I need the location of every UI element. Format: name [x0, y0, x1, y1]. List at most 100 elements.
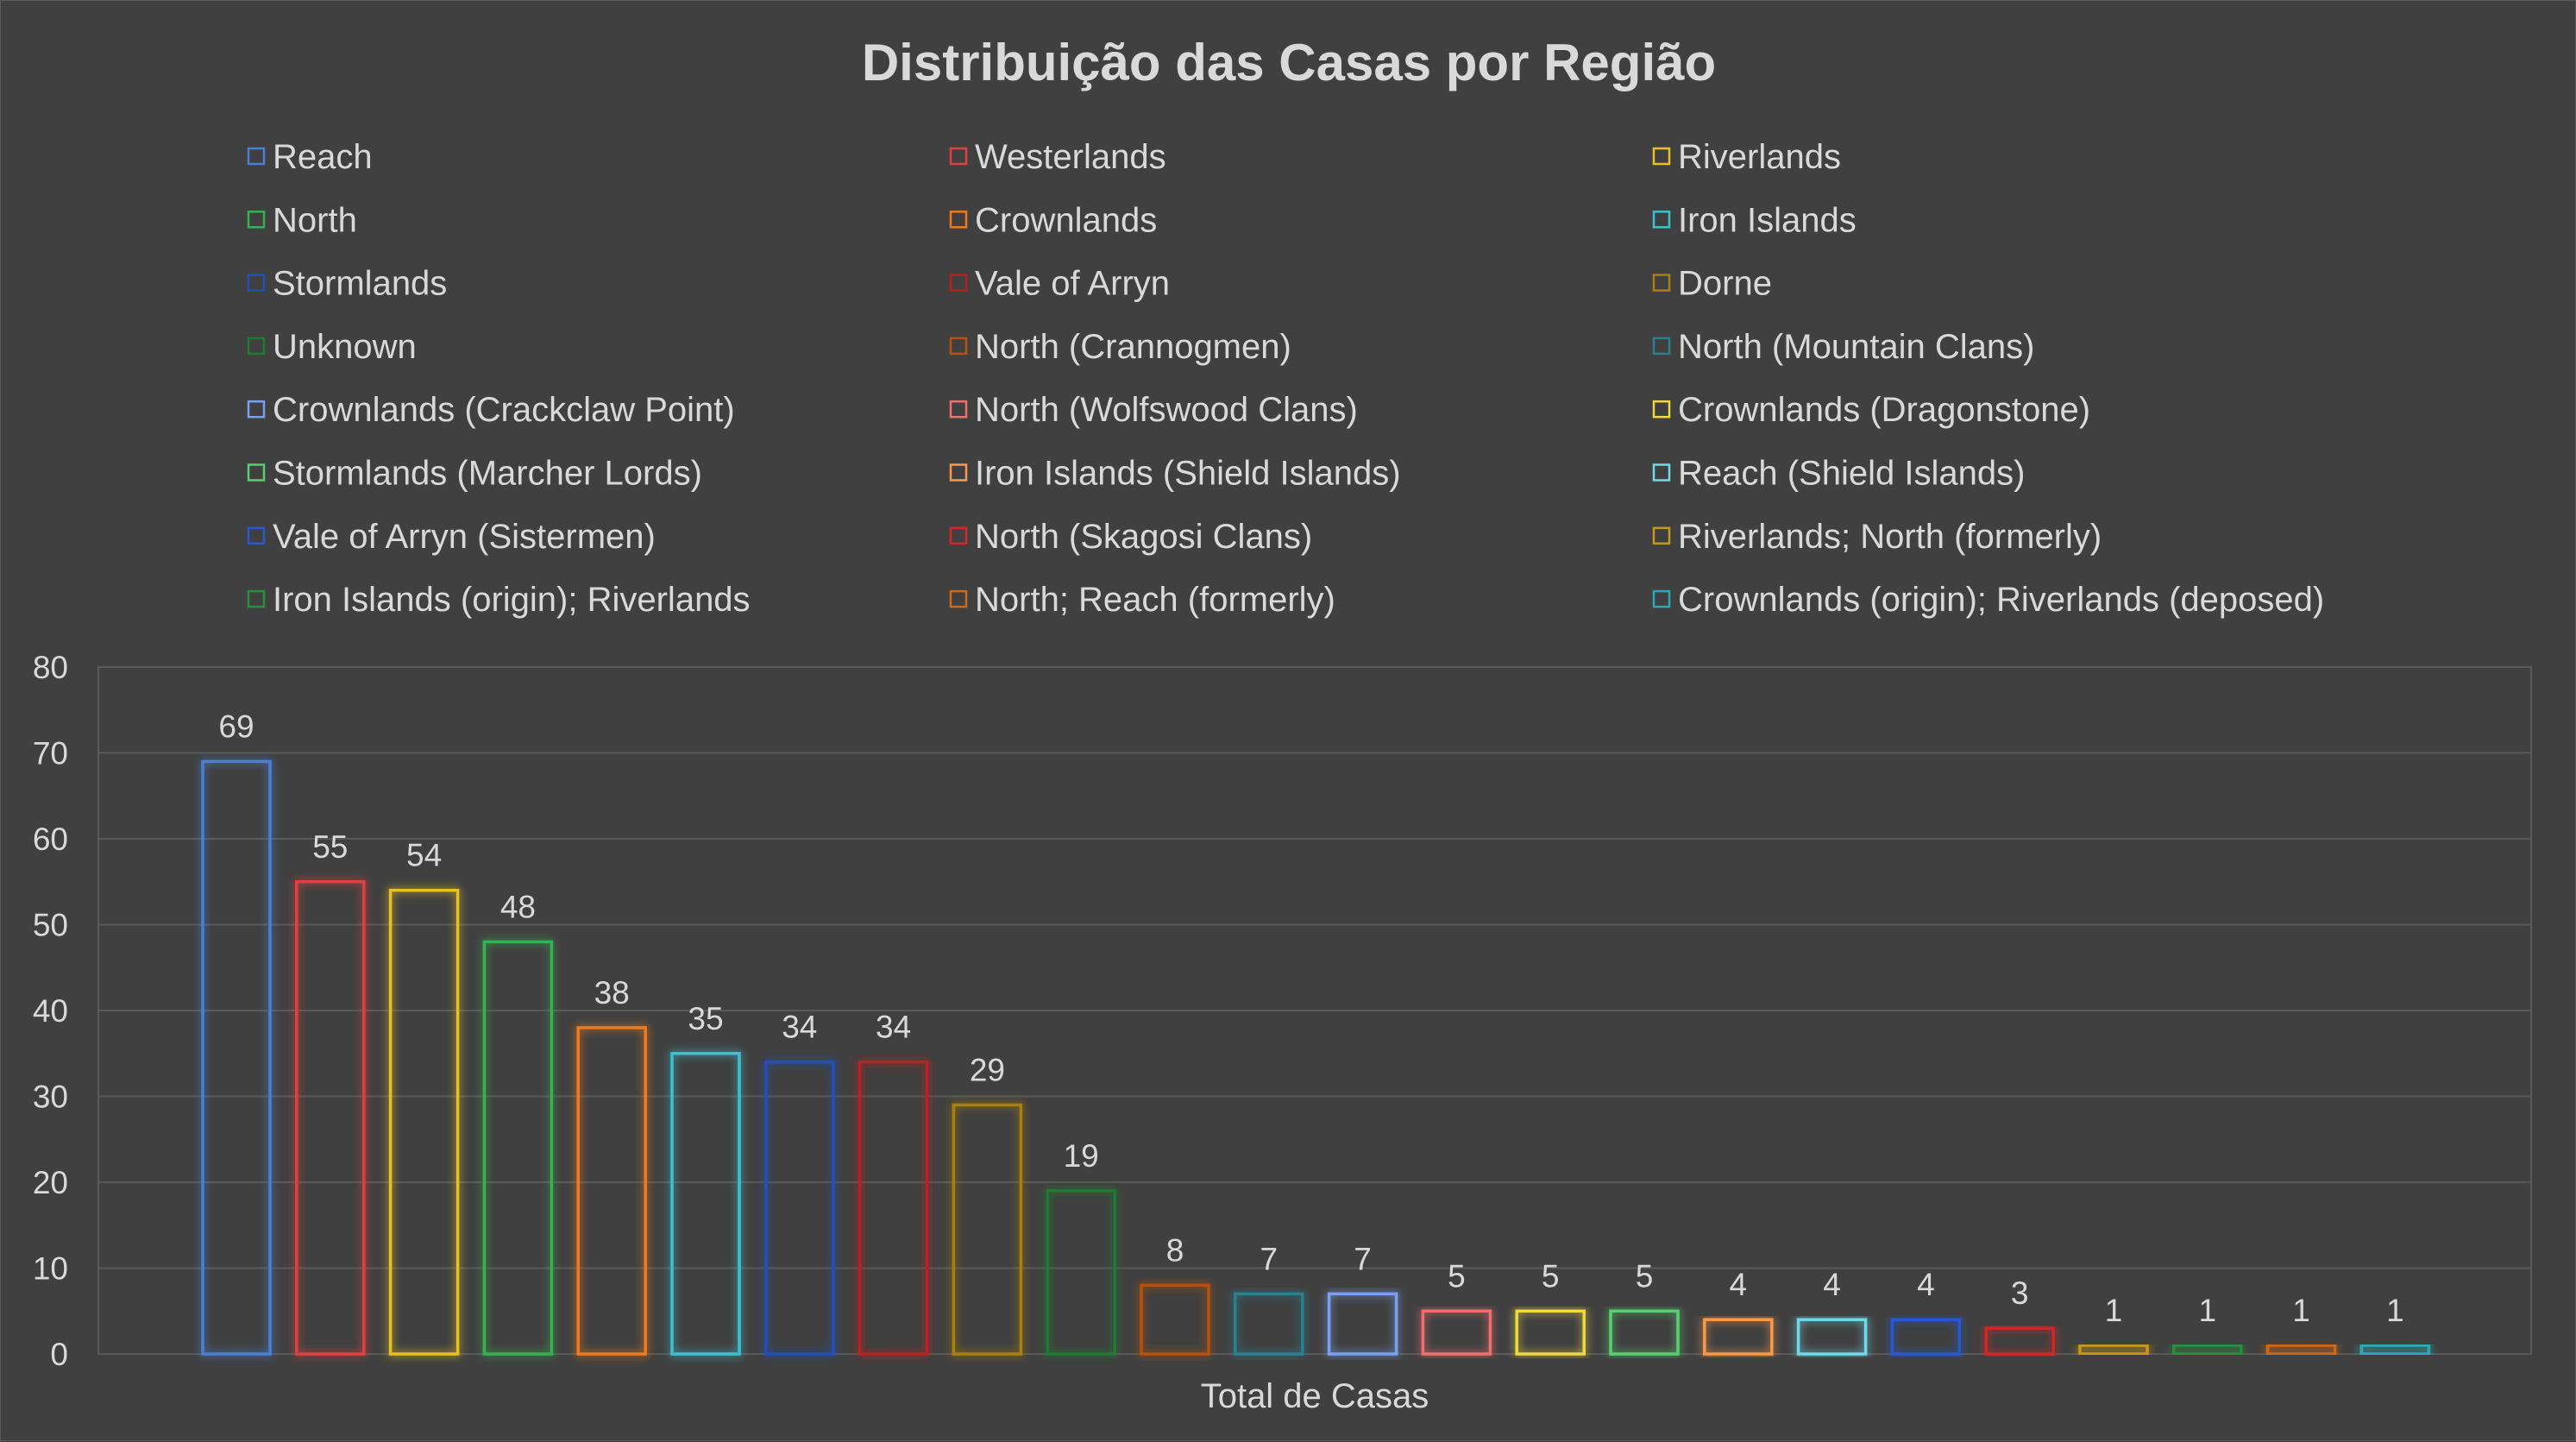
data-label: 1	[2199, 1293, 2217, 1328]
legend: Reach Westerlands Riverlands North Crownland…	[247, 138, 2324, 619]
legend-entry: North (Skagosi Clans)	[975, 518, 1312, 556]
legend-swatch	[1652, 526, 1671, 545]
legend-entry: Crownlands (Crackclaw Point)	[273, 391, 735, 429]
data-label: 3	[2011, 1275, 2029, 1311]
bar	[388, 888, 460, 1356]
bar	[2359, 1344, 2431, 1356]
legend-entry: Crownlands	[975, 201, 1157, 239]
legend-entry: Iron Islands (Shield Islands)	[975, 455, 1401, 493]
bar	[1984, 1326, 2055, 1356]
legend-swatch	[949, 211, 968, 229]
data-label: 34	[876, 1010, 911, 1045]
legend-swatch	[247, 400, 266, 419]
bars	[201, 759, 2431, 1356]
legend-swatch	[1652, 211, 1671, 229]
data-label: 48	[500, 889, 536, 924]
legend-swatch	[1652, 274, 1671, 292]
legend-swatch	[1652, 589, 1671, 608]
data-label: 4	[1823, 1267, 1841, 1302]
bar	[1046, 1189, 1116, 1356]
legend-entry: North	[273, 201, 357, 239]
data-label: 69	[218, 708, 254, 744]
data-label: 4	[1730, 1267, 1748, 1302]
legend-entry: Westerlands	[975, 138, 1166, 176]
legend-swatch	[949, 400, 968, 419]
data-label: 38	[594, 975, 630, 1011]
legend-entry: Reach	[273, 138, 373, 176]
legend-swatch	[1652, 147, 1671, 166]
legend-entry: Dorne	[1678, 265, 1772, 303]
data-label: 8	[1166, 1232, 1184, 1268]
legend-swatch	[247, 337, 266, 356]
data-label: 7	[1260, 1241, 1279, 1276]
y-tick-label: 40	[33, 993, 68, 1029]
bar	[1140, 1283, 1210, 1356]
data-label: 4	[1917, 1267, 1935, 1302]
legend-swatch	[247, 211, 266, 229]
y-tick-label: 20	[33, 1165, 68, 1200]
legend-swatch	[949, 589, 968, 608]
bar	[1890, 1318, 1962, 1356]
y-tick-label: 10	[33, 1251, 68, 1287]
data-label: 54	[406, 838, 442, 873]
data-label: 29	[970, 1052, 1005, 1087]
legend-swatch	[1652, 400, 1671, 419]
y-tick-label: 30	[33, 1080, 68, 1115]
data-label: 55	[312, 829, 348, 865]
bar	[2172, 1344, 2243, 1356]
y-tick-label: 70	[33, 736, 68, 771]
legend-entry: North (Wolfswood Clans)	[975, 391, 1358, 429]
legend-entry: Crownlands (origin); Riverlands (deposed…	[1678, 581, 2324, 619]
data-label: 19	[1064, 1138, 1099, 1174]
y-tick-label: 80	[33, 650, 68, 685]
bar	[295, 880, 366, 1356]
y-tick-label: 50	[33, 908, 68, 943]
data-label: 1	[2386, 1293, 2404, 1328]
legend-swatch	[1652, 463, 1671, 482]
bar	[1609, 1309, 1680, 1356]
legend-entry: Riverlands; North (formerly)	[1678, 518, 2102, 556]
data-label: 35	[688, 1001, 723, 1036]
legend-entry: North (Mountain Clans)	[1678, 328, 2035, 366]
legend-swatch	[1652, 337, 1671, 356]
legend-entry: North; Reach (formerly)	[975, 581, 1335, 619]
bar	[2265, 1344, 2337, 1356]
legend-swatch	[247, 274, 266, 292]
legend-entry: Iron Islands (origin); Riverlands	[273, 581, 751, 619]
legend-swatch	[949, 463, 968, 482]
legend-swatch	[949, 337, 968, 356]
legend-swatch	[949, 147, 968, 166]
legend-entry: Unknown	[273, 328, 417, 366]
data-label: 1	[2292, 1293, 2310, 1328]
bar	[201, 759, 272, 1356]
legend-swatch	[247, 147, 266, 166]
bar	[952, 1103, 1023, 1356]
legend-entry: Crownlands (Dragonstone)	[1678, 391, 2090, 429]
data-label: 5	[1636, 1258, 1654, 1294]
legend-swatch	[247, 463, 266, 482]
chart-title: Distribuição das Casas por Região	[862, 34, 1716, 91]
bar	[1421, 1309, 1492, 1356]
bar	[2078, 1344, 2149, 1356]
y-axis-ticks: 0 10 20 30 40 50 60 70 80	[33, 650, 68, 1372]
legend-entry: Vale of Arryn (Sistermen)	[273, 518, 656, 556]
data-label: 34	[782, 1010, 817, 1045]
data-label: 5	[1448, 1258, 1466, 1294]
bar	[670, 1052, 741, 1356]
legend-swatch	[949, 526, 968, 545]
bar	[482, 940, 554, 1356]
data-label: 5	[1542, 1258, 1560, 1294]
legend-swatch	[247, 526, 266, 545]
bar	[1234, 1292, 1304, 1356]
legend-entry: Stormlands (Marcher Lords)	[273, 455, 702, 493]
legend-swatch	[247, 589, 266, 608]
data-label: 1	[2105, 1293, 2123, 1328]
bar	[1703, 1318, 1774, 1356]
gridlines	[98, 752, 2531, 1269]
bar	[764, 1060, 835, 1356]
legend-entry: North (Crannogmen)	[975, 328, 1291, 366]
legend-entry: Vale of Arryn	[975, 265, 1170, 303]
